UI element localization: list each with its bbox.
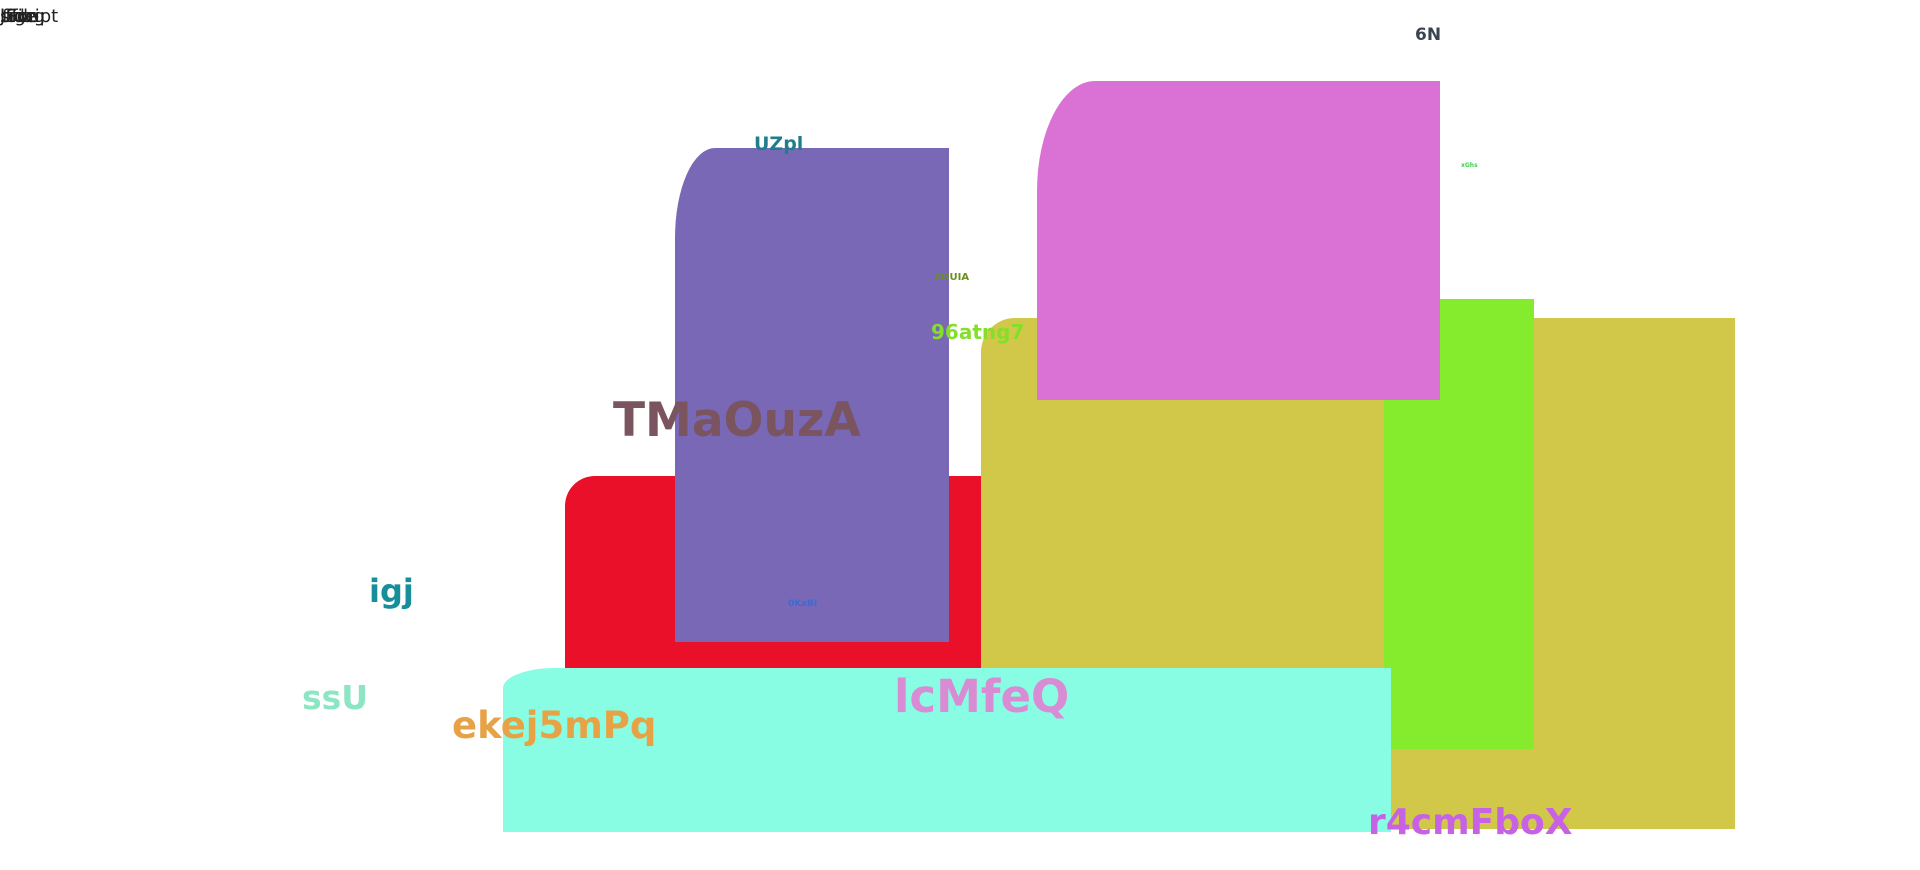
label-igj: igj xyxy=(369,572,414,610)
label-ssu: ssU xyxy=(302,678,369,717)
label-tiny-olive: ZDUIA xyxy=(934,272,970,283)
label-tiny-blue: 0KxBI xyxy=(788,599,818,609)
top-word-2: Script xyxy=(6,6,59,27)
label-96atng7: 96atng7 xyxy=(931,320,1025,344)
label-uzpl: UZpl xyxy=(754,133,804,155)
label-tmaouza: TMaOuzA xyxy=(613,393,861,448)
label-ekej5mpq: ekej5mPq xyxy=(452,704,657,747)
top-left-text-stack: Jfide Script bfiag fide sige xyxy=(0,7,90,27)
periwinkle-block xyxy=(675,148,949,642)
label-lcmfeq: lcMfeQ xyxy=(894,670,1070,723)
top-word-3: bfiag xyxy=(0,6,46,27)
label-small-green: xGhs xyxy=(1461,162,1478,169)
orchid-block xyxy=(1037,81,1440,400)
top-word-5: sige xyxy=(0,6,37,27)
top-word-1: Jfide xyxy=(0,6,40,27)
mint-block xyxy=(503,668,1391,832)
label-6n: 6N xyxy=(1415,25,1442,45)
top-word-4: fide xyxy=(2,6,36,27)
label-r4cmfbox: r4cmFboX xyxy=(1368,802,1573,843)
